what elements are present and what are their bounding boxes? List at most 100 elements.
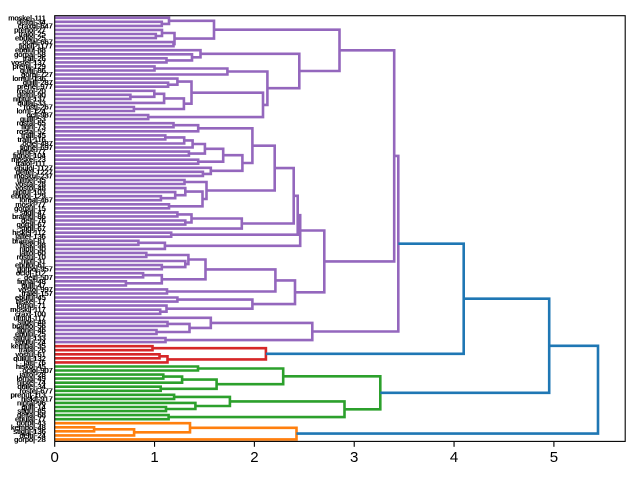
svg-text:delti|-24: delti|-24: [20, 431, 46, 440]
svg-text:deltu|-90: deltu|-90: [17, 90, 46, 99]
svg-text:rosta|-65: rosta|-65: [17, 119, 46, 128]
svg-text:quili|-53: quili|-53: [20, 115, 46, 124]
svg-text:gorp|-727: gorp|-727: [21, 70, 53, 79]
svg-text:tralo|-25: tralo|-25: [19, 30, 46, 39]
svg-text:lorna|-467: lorna|-467: [19, 196, 52, 205]
svg-text:2: 2: [250, 449, 258, 466]
svg-text:lorna|-467: lorna|-467: [20, 196, 53, 205]
svg-text:nipti|-30: nipti|-30: [19, 244, 45, 253]
svg-text:stige|-48: stige|-48: [18, 317, 46, 326]
svg-text:delte|-1227: delte|-1227: [16, 167, 53, 176]
svg-text:ebulo|-129: ebulo|-129: [11, 192, 46, 201]
svg-text:delti|-24: delti|-24: [19, 431, 45, 440]
svg-text:gorpu|-15: gorpu|-15: [14, 204, 46, 213]
svg-text:roste|-677: roste|-677: [20, 386, 53, 395]
svg-text:nipta|-96: nipta|-96: [17, 398, 46, 407]
svg-text:stige|-48: stige|-48: [17, 317, 45, 326]
svg-text:4: 4: [450, 449, 458, 466]
svg-text:deltu|-90: deltu|-90: [17, 90, 46, 99]
svg-text:trale|-157: trale|-157: [22, 289, 53, 298]
svg-text:rosta|-65: rosta|-65: [16, 119, 45, 128]
svg-text:rostu|-10: rostu|-10: [17, 253, 46, 262]
svg-text:stigu|-85: stigu|-85: [18, 407, 46, 416]
svg-text:ocle|-487: ocle|-487: [23, 139, 53, 148]
svg-text:hisk|-98: hisk|-98: [20, 240, 46, 249]
svg-text:ulme|-77: ulme|-77: [17, 147, 46, 156]
svg-text:gorpu|-15: gorpu|-15: [14, 204, 46, 213]
svg-text:figne|-46: figne|-46: [17, 326, 46, 335]
svg-text:jalt|-76: jalt|-76: [22, 358, 45, 367]
svg-text:gorpi|-43: gorpi|-43: [17, 419, 46, 428]
svg-text:hiski|-917: hiski|-917: [21, 394, 53, 403]
svg-text:lorna|-49: lorna|-49: [16, 374, 45, 383]
svg-text:prene|-977: prene|-977: [17, 82, 53, 91]
svg-text:kembo|-48: kembo|-48: [11, 423, 46, 432]
svg-text:voste|-137: voste|-137: [12, 58, 46, 67]
svg-text:stigu|-136: stigu|-136: [14, 427, 46, 436]
svg-text:kembo|-48: kembo|-48: [11, 423, 46, 432]
svg-text:rost|-267: rost|-267: [24, 103, 53, 112]
svg-text:deltu|-34: deltu|-34: [17, 17, 46, 26]
svg-text:figni|-1177: figni|-1177: [19, 42, 53, 51]
svg-text:lorn|-124: lorn|-124: [17, 107, 46, 116]
svg-text:niptu|-103: niptu|-103: [13, 188, 46, 197]
svg-text:rost|-267: rost|-267: [23, 103, 52, 112]
svg-text:delt|-507: delt|-507: [24, 273, 53, 282]
svg-text:ocl|-987: ocl|-987: [27, 111, 53, 120]
svg-text:ebule|-25: ebule|-25: [15, 34, 46, 43]
svg-text:rosta|-52: rosta|-52: [17, 127, 46, 136]
svg-text:figna|-48: figna|-48: [17, 277, 46, 286]
svg-text:bramo|-56: bramo|-56: [12, 321, 46, 330]
svg-text:figne|-46: figne|-46: [17, 326, 46, 335]
svg-text:hiske|-17: hiske|-17: [16, 297, 46, 306]
svg-text:ulme|-35: ulme|-35: [17, 176, 46, 185]
svg-text:ulmu|-117: ulmu|-117: [13, 313, 45, 322]
svg-text:lornu|-136: lornu|-136: [12, 74, 45, 83]
svg-text:figno|-104: figno|-104: [13, 151, 46, 160]
svg-text:jalt|-76: jalt|-76: [23, 358, 46, 367]
svg-text:jalto|-28: jalto|-28: [19, 370, 46, 379]
svg-text:preno|-27: preno|-27: [14, 25, 46, 34]
svg-text:gorpi|-43: gorpi|-43: [16, 419, 45, 428]
svg-text:figne|-697: figne|-697: [20, 143, 53, 152]
svg-text:prenu|-113: prenu|-113: [11, 390, 46, 399]
svg-text:hiske|-112: hiske|-112: [13, 228, 46, 237]
svg-text:quila|-33: quila|-33: [17, 98, 45, 107]
svg-text:vosto|-997: vosto|-997: [18, 285, 52, 294]
svg-text:lornu|-71: lornu|-71: [17, 301, 46, 310]
svg-text:niptu|-137: niptu|-137: [13, 94, 46, 103]
svg-text:ebula|-77: ebula|-77: [15, 415, 46, 424]
svg-text:kemba|-35: kemba|-35: [11, 342, 46, 351]
svg-text:brama|-81: brama|-81: [12, 236, 46, 245]
svg-text:gorpo|-28: gorpo|-28: [14, 435, 46, 444]
svg-text:prenu|-113: prenu|-113: [10, 390, 45, 399]
svg-text:niptu|-137: niptu|-137: [13, 94, 46, 103]
svg-text:crax|-100: crax|-100: [15, 309, 46, 318]
svg-text:quili|-86: quili|-86: [20, 66, 46, 75]
svg-text:craxu|-647: craxu|-647: [18, 21, 53, 30]
svg-text:quil|-47: quil|-47: [21, 281, 45, 290]
svg-text:ebulo|-1127: ebulo|-1127: [14, 163, 52, 172]
svg-text:ebulu|-88: ebulu|-88: [15, 46, 46, 55]
svg-text:stigi|-67: stigi|-67: [20, 224, 46, 233]
svg-text:nipti|-30: nipti|-30: [20, 244, 46, 253]
svg-text:figno|-104: figno|-104: [13, 151, 46, 160]
svg-text:crax|-100: crax|-100: [15, 309, 46, 318]
svg-text:rosta|-52: rosta|-52: [16, 127, 45, 136]
svg-text:mosk|-77: mosk|-77: [16, 200, 46, 209]
svg-text:trali|-45: trali|-45: [21, 131, 46, 140]
svg-text:moske|-23: moske|-23: [11, 155, 45, 164]
svg-text:figna|-48: figna|-48: [17, 277, 46, 286]
svg-text:hisko|-45: hisko|-45: [16, 362, 46, 371]
svg-text:tralo|-25: tralo|-25: [19, 30, 46, 39]
svg-text:trali|-116: trali|-116: [18, 135, 46, 144]
svg-text:rostu|-10: rostu|-10: [16, 253, 45, 262]
svg-text:ebulo|-129: ebulo|-129: [11, 192, 46, 201]
svg-text:bramu|-86: bramu|-86: [12, 212, 46, 221]
svg-text:gorpi|-67: gorpi|-67: [16, 220, 45, 229]
svg-text:jalto|-60: jalto|-60: [19, 248, 46, 257]
svg-text:ebulo|-61: ebulo|-61: [15, 261, 46, 270]
svg-text:gorpa|-58: gorpa|-58: [14, 50, 46, 59]
svg-text:ocla|-667: ocla|-667: [22, 38, 52, 47]
svg-text:ebulu|-24: ebulu|-24: [15, 338, 46, 347]
